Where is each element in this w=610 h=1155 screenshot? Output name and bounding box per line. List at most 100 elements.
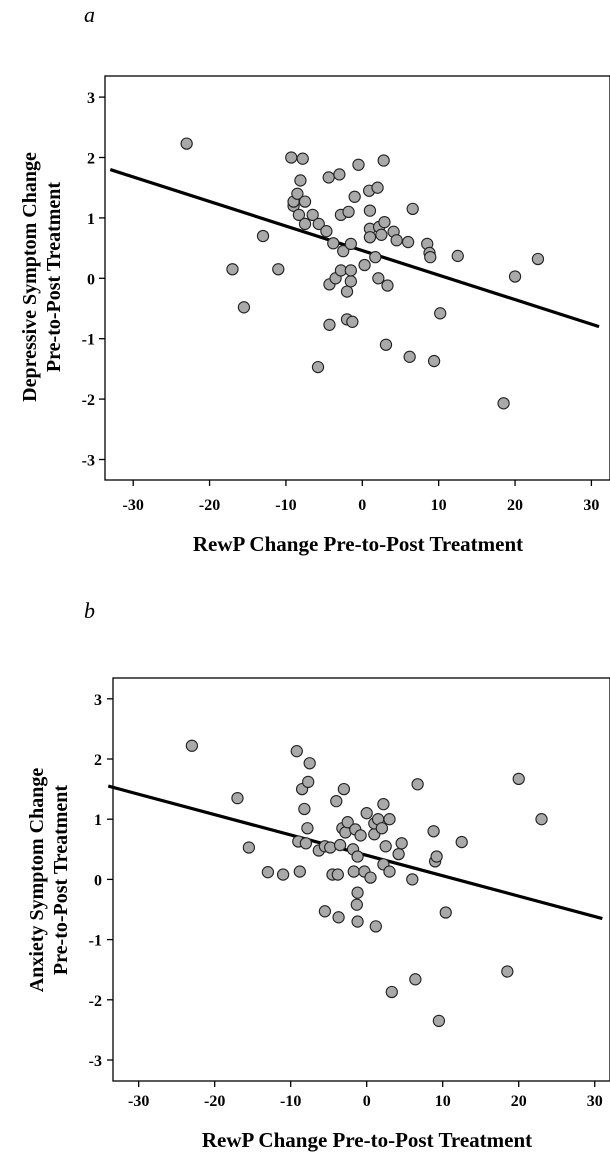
data-point xyxy=(375,228,388,241)
data-point xyxy=(340,285,354,298)
data-point xyxy=(296,152,309,165)
data-point xyxy=(327,237,340,250)
data-point xyxy=(383,813,396,826)
data-point xyxy=(427,825,440,838)
y-tick-label: -3 xyxy=(82,453,95,470)
panel-a-x-axis-title: RewP Change Pre-to-Post Treatment xyxy=(193,532,523,556)
x-tick-label: -30 xyxy=(128,1093,149,1110)
data-point xyxy=(406,873,419,886)
data-point xyxy=(395,837,408,850)
data-point xyxy=(323,318,336,331)
data-point xyxy=(256,229,270,243)
data-point xyxy=(294,174,307,187)
y-tick-label: 1 xyxy=(94,812,102,829)
data-point xyxy=(318,905,332,918)
data-point xyxy=(231,791,244,805)
panel-b-label: b xyxy=(84,598,95,623)
data-point xyxy=(337,782,351,796)
data-point xyxy=(291,187,304,200)
x-tick-label: -30 xyxy=(123,497,144,514)
data-point xyxy=(344,237,357,251)
data-point xyxy=(403,350,416,363)
panel-a-label: a xyxy=(84,2,95,27)
data-point xyxy=(347,865,360,878)
data-point xyxy=(299,837,313,850)
panel-b-y-axis: 3 2 1 0 -1 -2 -3 xyxy=(89,692,113,1070)
panel-a-y-axis: 3 2 1 0 -1 -2 -3 xyxy=(82,90,105,470)
data-point xyxy=(333,168,346,181)
data-point xyxy=(354,829,367,842)
data-point xyxy=(293,865,306,878)
data-point xyxy=(180,137,193,150)
data-point xyxy=(290,745,303,758)
data-point xyxy=(342,205,355,219)
data-point xyxy=(292,208,306,222)
data-point xyxy=(369,251,382,264)
x-tick-label: 30 xyxy=(583,497,599,514)
data-point xyxy=(261,866,275,879)
y-tick-label: -2 xyxy=(89,993,102,1010)
data-point xyxy=(303,757,316,770)
x-tick-label: 0 xyxy=(358,497,366,514)
panel-b-y-axis-title-line2: Pre-to-Post Treatment xyxy=(50,785,72,975)
data-point xyxy=(276,868,290,881)
data-point xyxy=(383,865,396,878)
data-point xyxy=(332,911,345,924)
data-point xyxy=(348,190,361,203)
data-point xyxy=(330,794,343,808)
y-tick-label: 3 xyxy=(94,692,102,709)
data-point xyxy=(434,307,447,320)
data-point xyxy=(272,263,285,276)
data-point xyxy=(285,151,298,164)
data-point xyxy=(344,275,357,288)
data-point xyxy=(322,171,335,184)
data-point xyxy=(346,315,359,328)
data-point xyxy=(320,225,333,238)
data-point xyxy=(324,841,337,854)
data-point xyxy=(424,251,437,264)
data-point xyxy=(306,208,319,222)
data-point xyxy=(341,816,354,829)
data-point xyxy=(363,204,377,217)
x-tick-label: -20 xyxy=(199,497,220,514)
data-point xyxy=(298,195,312,208)
data-point xyxy=(501,965,514,978)
panel-b-y-axis-title-line1: Anxiety Symptom Change xyxy=(26,768,48,993)
data-point xyxy=(512,772,525,786)
x-tick-label: 0 xyxy=(363,1093,371,1110)
y-tick-label: 0 xyxy=(94,872,102,889)
data-point xyxy=(344,264,357,277)
data-point xyxy=(455,835,468,849)
panel-b-plot-frame xyxy=(112,677,610,1082)
data-point xyxy=(535,813,548,826)
data-point xyxy=(298,802,311,816)
data-point xyxy=(331,868,344,881)
y-tick-label: 1 xyxy=(87,211,95,228)
y-tick-label: 0 xyxy=(87,271,95,288)
panel-a-y-axis-title-line2: Pre-to-Post Treatment xyxy=(43,182,65,372)
y-tick-label: -1 xyxy=(89,933,102,950)
data-point xyxy=(375,822,389,835)
x-tick-label: 10 xyxy=(435,1093,451,1110)
data-point xyxy=(351,915,364,928)
y-tick-label: 3 xyxy=(87,90,95,107)
y-tick-label: -2 xyxy=(82,392,95,409)
y-tick-label: 2 xyxy=(94,752,102,769)
data-point xyxy=(508,270,522,283)
panel-b-points xyxy=(185,739,548,1028)
data-point xyxy=(531,252,545,266)
data-point xyxy=(312,217,325,231)
data-point xyxy=(427,354,441,368)
y-tick-label: 2 xyxy=(87,151,95,168)
data-point xyxy=(401,235,415,249)
data-point xyxy=(378,215,391,229)
data-point xyxy=(185,739,199,752)
x-tick-label: -10 xyxy=(280,1093,301,1110)
data-point xyxy=(385,985,398,999)
data-point xyxy=(298,217,312,231)
panel-b-x-axis-title: RewP Change Pre-to-Post Treatment xyxy=(202,1128,532,1152)
x-tick-label: 30 xyxy=(587,1093,603,1110)
data-point xyxy=(333,838,347,852)
data-point xyxy=(392,847,405,861)
data-point xyxy=(451,249,464,263)
